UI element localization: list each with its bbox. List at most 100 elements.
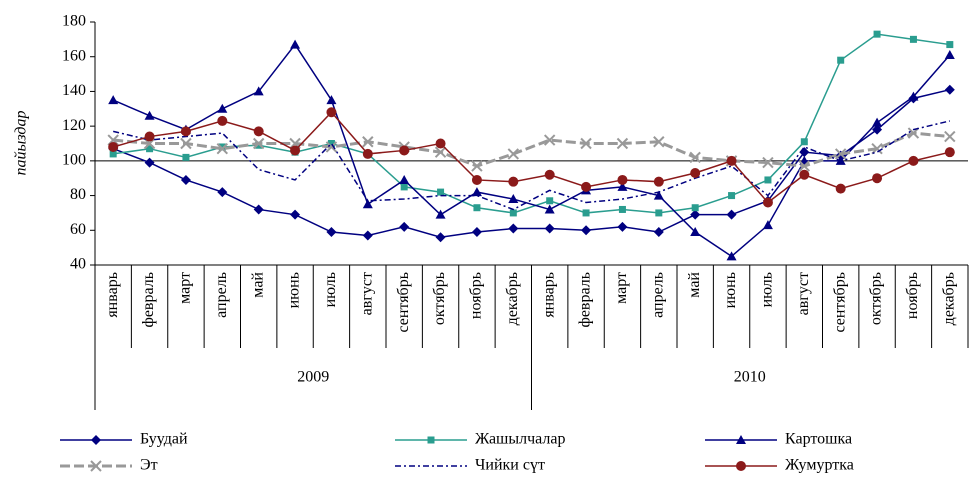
x-tick-label: декабрь: [940, 272, 957, 325]
data-point: [690, 168, 701, 179]
data-point: [362, 148, 373, 159]
data-point: [618, 205, 626, 213]
data-point: [907, 127, 920, 139]
data-point: [435, 138, 446, 149]
x-tick-label: апрель: [649, 272, 666, 318]
data-point: [726, 155, 737, 166]
x-tick-label: март: [177, 272, 194, 304]
legend-label: Жашылчалар: [475, 431, 565, 448]
data-point: [944, 84, 955, 95]
x-tick-label: январь: [540, 272, 557, 318]
data-point: [144, 157, 155, 168]
series-line: [113, 33, 950, 214]
data-point: [327, 140, 335, 147]
data-point: [217, 187, 228, 198]
series-line: [112, 43, 951, 258]
data-point: [944, 130, 956, 143]
data-point: [691, 204, 699, 212]
x-tick-label: июнь: [286, 272, 303, 308]
data-point: [108, 95, 119, 105]
data-point: [689, 151, 701, 164]
data-point: [471, 227, 482, 238]
data-point: [471, 160, 483, 172]
data-point: [582, 209, 590, 217]
data-point: [909, 35, 917, 43]
data-point: [146, 145, 154, 153]
data-point: [435, 209, 446, 219]
data-point: [290, 145, 301, 156]
data-point: [182, 153, 190, 161]
data-point: [326, 107, 337, 118]
x-tick-label: июль: [759, 272, 776, 307]
data-point: [617, 174, 628, 185]
x-tick-label: ноябрь: [904, 272, 921, 319]
group-label: 2010: [734, 369, 766, 386]
x-tick-label: октябрь: [431, 272, 448, 325]
data-point: [581, 181, 592, 192]
data-point: [834, 148, 847, 160]
data-point: [944, 49, 955, 59]
x-tick-label: сентябрь: [831, 272, 848, 333]
data-point: [690, 209, 701, 220]
data-point: [435, 232, 446, 243]
x-tick-label: февраль: [577, 272, 594, 328]
data-point: [690, 227, 701, 237]
x-tick-label: август: [358, 272, 375, 315]
data-point: [762, 197, 773, 208]
y-tick-label: 140: [62, 82, 86, 99]
legend-marker: [90, 460, 102, 472]
data-point: [580, 137, 592, 150]
data-point: [399, 174, 410, 184]
y-tick-label: 100: [62, 152, 86, 169]
legend-marker: [736, 461, 746, 471]
data-point: [726, 251, 737, 261]
data-point: [216, 142, 229, 155]
legend-marker: [427, 436, 435, 444]
data-point: [544, 223, 555, 234]
data-point: [399, 145, 410, 156]
x-tick-label: октябрь: [868, 272, 885, 325]
data-point: [726, 209, 737, 220]
x-tick-label: февраль: [140, 272, 157, 328]
y-tick-label: 160: [62, 47, 86, 64]
series-line: [113, 120, 950, 211]
data-point: [872, 124, 883, 135]
data-point: [908, 155, 919, 166]
data-point: [543, 134, 556, 146]
data-point: [437, 188, 445, 196]
x-tick-label: май: [249, 272, 266, 298]
data-point: [872, 173, 883, 184]
data-point: [508, 223, 519, 234]
x-tick-label: август: [795, 272, 812, 315]
data-point: [653, 136, 665, 148]
x-tick-label: июнь: [722, 272, 739, 308]
legend-label: Картошка: [785, 431, 852, 448]
data-point: [617, 181, 628, 191]
data-point: [546, 197, 554, 205]
data-point: [253, 204, 264, 215]
data-point: [471, 187, 482, 197]
data-point: [944, 147, 955, 158]
data-point: [362, 136, 374, 148]
group-label: 2009: [297, 369, 329, 386]
data-point: [325, 141, 338, 153]
data-point: [180, 126, 191, 137]
data-point: [217, 115, 228, 126]
y-tick-label: 80: [70, 186, 86, 203]
data-point: [400, 183, 408, 191]
data-point: [253, 126, 264, 137]
data-point: [873, 30, 881, 38]
data-point: [255, 141, 263, 149]
data-point: [946, 41, 954, 49]
data-point: [108, 141, 119, 152]
data-point: [509, 209, 517, 217]
data-point: [508, 194, 519, 204]
legend-label: Эт: [140, 457, 158, 474]
x-tick-label: июль: [322, 272, 339, 307]
data-point: [473, 204, 481, 212]
data-point: [144, 131, 155, 142]
data-point: [253, 86, 264, 96]
data-point: [617, 221, 628, 232]
data-point: [653, 190, 664, 200]
